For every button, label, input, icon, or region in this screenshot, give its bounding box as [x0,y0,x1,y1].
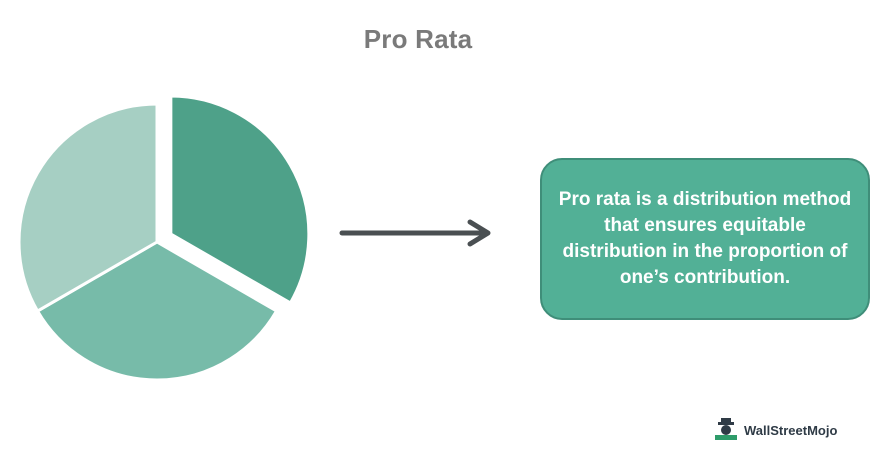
brand-logo: WallStreetMojo [712,417,837,443]
right-arrow-icon [339,219,491,247]
wallstreetmojo-logo-icon [715,418,737,440]
page-title: Pro Rata [363,24,473,54]
definition-callout: Pro rata is a distribution method that e… [540,158,870,320]
pie-chart [17,94,311,382]
brand-name: WallStreetMojo [744,422,838,438]
pie-slice-1 [169,94,311,305]
pie-slice-2 [36,240,279,382]
pie-slice-3 [17,102,159,313]
definition-text: Pro rata is a distribution method that e… [558,189,852,288]
